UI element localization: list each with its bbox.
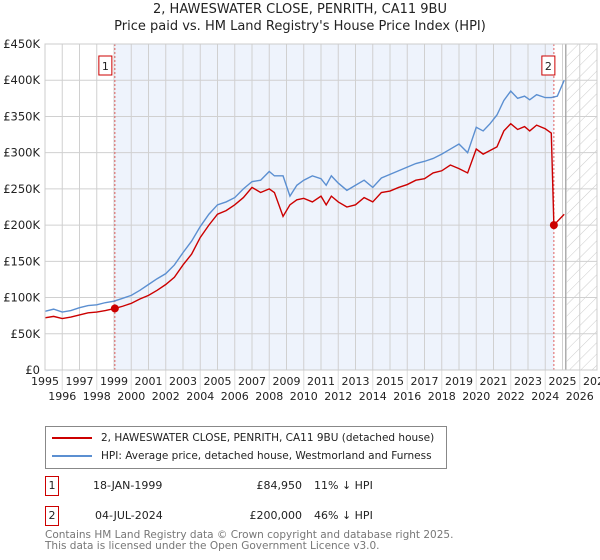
sale-point <box>110 304 119 313</box>
sale-badge-label: 2 <box>545 60 552 73</box>
x-tick-label: 2002 <box>152 390 180 403</box>
y-tick-label: £350K <box>3 109 40 123</box>
price-chart: 1995 1996 1997 1998 1999 2000 2001 2002 2003 2004… <box>3 37 600 403</box>
forecast-hatch <box>566 44 597 370</box>
legend: 2, HAWESWATER CLOSE, PENRITH, CA11 9BU (… <box>45 426 447 469</box>
plot-border <box>44 43 598 371</box>
sale-badge <box>541 55 556 76</box>
x-tick-label: 2007 <box>238 375 266 388</box>
y-tick-label: £400K <box>3 73 40 87</box>
y-tick-label: £200K <box>3 218 40 232</box>
x-tick-label: 2019 <box>445 375 473 388</box>
x-tick-label: 2003 <box>169 375 197 388</box>
footer-licence: This data is licensed under the Open Gov… <box>45 540 380 552</box>
x-tick-label: 2008 <box>255 390 283 403</box>
transaction-date: 04-JUL-2024 <box>95 509 163 522</box>
shaded-period <box>114 44 554 370</box>
x-tick-label: 2020 <box>462 390 490 403</box>
x-tick-label: 2004 <box>186 390 214 403</box>
x-tick-label: 2017 <box>411 375 439 388</box>
x-tick-label: 2005 <box>204 375 232 388</box>
x-tick-label: 2009 <box>273 375 301 388</box>
x-tick-label: 2018 <box>428 390 456 403</box>
x-tick-label: 2013 <box>342 375 370 388</box>
x-tick-label: 2011 <box>307 375 335 388</box>
x-tick-label: 2001 <box>135 375 163 388</box>
y-tick-label: £100K <box>3 291 40 305</box>
x-tick-label: 2012 <box>324 390 352 403</box>
y-tick-label: £50K <box>11 327 41 341</box>
x-tick-label: 2000 <box>117 390 145 403</box>
x-tick-label: 2024 <box>531 390 559 403</box>
x-tick-label: 2015 <box>376 375 404 388</box>
sale-point <box>549 221 558 230</box>
transaction-hpi-diff: 46% ↓ HPI <box>314 509 373 522</box>
legend-label: HPI: Average price, detached house, West… <box>101 450 432 462</box>
x-tick-label: 1997 <box>66 375 94 388</box>
x-tick-label: 1996 <box>48 390 76 403</box>
x-tick-label: 2021 <box>480 375 508 388</box>
transaction-badge: 1 <box>45 476 59 496</box>
x-tick-label: 2026 <box>566 390 594 403</box>
transaction-row: 2 04-JUL-2024 £200,000 46% ↓ HPI <box>45 506 565 526</box>
x-tick-label: 2014 <box>359 390 387 403</box>
chart-subtitle: Price paid vs. HM Land Registry's House … <box>114 19 486 34</box>
transaction-row: 1 18-JAN-1999 £84,950 11% ↓ HPI <box>45 476 565 496</box>
sale-badge-label: 1 <box>102 60 109 73</box>
x-tick-label: 2022 <box>497 390 525 403</box>
x-tick-label: 2025 <box>549 375 577 388</box>
transaction-date: 18-JAN-1999 <box>93 479 163 492</box>
red-line-swatch <box>52 437 92 439</box>
sale-badge <box>98 55 113 76</box>
footer-copyright: Contains HM Land Registry data © Crown c… <box>45 529 454 541</box>
property-price-line <box>44 122 565 320</box>
y-tick-label: £450K <box>3 37 40 51</box>
x-tick-label: 1995 <box>31 375 59 388</box>
x-tick-label: 2016 <box>393 390 421 403</box>
footer: Contains HM Land Registry data © Crown c… <box>45 530 453 552</box>
x-tick-label: 2023 <box>514 375 542 388</box>
y-tick-label: £150K <box>3 254 40 268</box>
legend-label: 2, HAWESWATER CLOSE, PENRITH, CA11 9BU (… <box>101 432 435 444</box>
x-tick-label: 2010 <box>290 390 318 403</box>
y-tick-label: £250K <box>3 182 40 196</box>
legend-item-property: 2, HAWESWATER CLOSE, PENRITH, CA11 9BU (… <box>52 430 434 446</box>
y-tick-label: £0 <box>25 363 40 377</box>
blue-line-swatch <box>52 455 92 457</box>
transaction-price: £84,950 <box>256 479 303 492</box>
transaction-badge: 2 <box>45 506 59 526</box>
x-tick-label: 2027 <box>583 375 600 388</box>
transaction-hpi-diff: 11% ↓ HPI <box>314 479 373 492</box>
hpi-line <box>44 79 565 313</box>
x-tick-label: 2006 <box>221 390 249 403</box>
y-tick-label: £300K <box>3 146 40 160</box>
x-tick-label: 1999 <box>100 375 128 388</box>
x-tick-label: 1998 <box>83 390 111 403</box>
chart-title: 2, HAWESWATER CLOSE, PENRITH, CA11 9BU <box>153 2 447 17</box>
transaction-price: £200,000 <box>249 509 303 522</box>
legend-item-hpi: HPI: Average price, detached house, West… <box>52 448 432 464</box>
